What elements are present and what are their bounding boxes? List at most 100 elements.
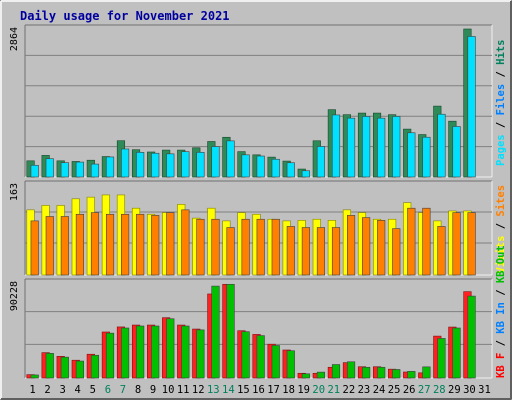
bar-bottom-kb-out-day-21	[331, 364, 341, 379]
bar-middle-sites-day-6	[105, 213, 115, 276]
bar-bottom-kb-out-day-3	[60, 356, 69, 379]
x-tick-label-day-9: 9	[150, 384, 156, 396]
bar-bottom-kb-out-day-25	[392, 369, 401, 379]
bar-bottom-kb-out-day-29	[452, 327, 461, 379]
bar-top-pages-day-13	[211, 146, 220, 178]
x-tick-label-day-5: 5	[90, 384, 96, 396]
bar-middle-sites-day-5	[90, 212, 100, 276]
bar-bottom-kb-out-day-15	[241, 331, 250, 379]
bar-top-pages-day-3	[60, 162, 69, 178]
x-tick-label-day-18: 18	[282, 384, 295, 396]
x-tick-label-day-19: 19	[297, 384, 310, 396]
bar-middle-sites-day-18	[286, 226, 295, 276]
bar-top-pages-day-23	[362, 116, 371, 178]
bar-top-pages-day-6	[105, 156, 115, 178]
bar-middle-sites-day-30	[467, 212, 476, 276]
bar-bottom-kb-out-day-4	[75, 360, 84, 379]
bar-top-pages-day-20	[316, 146, 326, 178]
bar-bottom-kb-out-day-19	[301, 373, 310, 379]
x-tick-label-day-31: 31	[478, 384, 491, 396]
bar-top-pages-day-14	[226, 140, 235, 178]
legend-item-pages: Pages	[495, 134, 507, 166]
bar-middle-sites-day-15	[241, 218, 250, 276]
x-tick-label-day-27: 27	[418, 384, 431, 396]
bar-top-pages-day-5	[90, 163, 100, 178]
bar-top-pages-day-29	[452, 126, 461, 178]
bar-bottom-kb-out-day-9	[151, 325, 160, 379]
bar-middle-sites-day-9	[151, 215, 160, 276]
x-tick-label-day-24: 24	[373, 384, 386, 396]
legend-item-visits: Visits	[495, 236, 507, 274]
bar-top-pages-day-10	[166, 153, 175, 178]
x-tick-label-day-16: 16	[252, 384, 265, 396]
bar-middle-sites-day-7	[121, 213, 130, 276]
bar-bottom-kb-out-day-7	[121, 327, 130, 379]
x-tick-label-day-26: 26	[403, 384, 416, 396]
bar-middle-sites-day-27	[422, 207, 431, 276]
bar-top-pages-day-9	[151, 152, 160, 178]
bar-middle-sites-day-12	[196, 218, 205, 276]
bar-bottom-kb-out-day-27	[422, 366, 431, 379]
x-tick-label-day-7: 7	[120, 384, 126, 396]
bar-top-pages-day-21	[331, 114, 341, 178]
bar-bottom-kb-out-day-20	[316, 371, 326, 379]
bar-bottom-kb-out-day-26	[407, 371, 416, 379]
bar-top-pages-day-18	[286, 162, 295, 178]
x-tick-label-day-6: 6	[105, 384, 111, 396]
x-tick-label-day-28: 28	[433, 384, 446, 396]
x-tick-label-day-17: 17	[267, 384, 280, 396]
bar-bottom-kb-out-day-11	[181, 325, 190, 379]
bar-bottom-kb-out-day-28	[437, 338, 446, 379]
legend-item-kb-f: KB F	[495, 353, 507, 378]
bar-top-pages-day-25	[392, 116, 401, 178]
legend-separator: /	[495, 65, 507, 84]
chart-panels: 2864 Pages / Files / Hits 163 Visits / Site…	[9, 24, 507, 379]
x-tick-label-day-12: 12	[192, 384, 205, 396]
panel-middle: 163 Visits / Sites	[9, 180, 507, 276]
legend-item-hits: Hits	[495, 40, 507, 65]
bar-top-pages-day-12	[196, 151, 205, 178]
bar-middle-sites-day-17	[271, 218, 280, 276]
panel-top-axis-max-label: 2864	[9, 27, 20, 51]
legend-item-sites: Sites	[495, 185, 507, 217]
bar-bottom-kb-out-day-1	[30, 374, 39, 379]
bar-bottom-kb-out-day-18	[286, 350, 295, 379]
bar-middle-sites-day-1	[30, 220, 39, 276]
x-tick-label-day-23: 23	[358, 384, 371, 396]
bar-top-pages-day-15	[241, 154, 250, 178]
bar-top-pages-day-7	[121, 148, 130, 178]
x-tick-label-day-22: 22	[343, 384, 356, 396]
bar-top-pages-day-26	[407, 132, 416, 178]
x-tick-label-day-3: 3	[59, 384, 65, 396]
bar-bottom-kb-out-day-14	[226, 283, 235, 379]
bar-middle-sites-day-24	[377, 220, 386, 276]
bar-middle-sites-day-26	[407, 207, 416, 276]
chart-title: Daily usage for November 2021	[20, 9, 230, 23]
bar-middle-sites-day-8	[136, 213, 145, 276]
panel-bottom-legend: KB F / KB In / KB Out	[495, 245, 507, 378]
bar-middle-sites-day-21	[331, 227, 341, 276]
bar-top-pages-day-28	[437, 113, 446, 178]
bar-top-pages-day-2	[45, 158, 54, 178]
bar-top-pages-day-30	[467, 36, 476, 178]
bar-middle-sites-day-23	[362, 217, 371, 276]
x-tick-label-day-29: 29	[448, 384, 461, 396]
bar-middle-sites-day-28	[437, 226, 446, 276]
bar-middle-sites-day-4	[75, 213, 84, 276]
legend-item-kb-in: KB In	[495, 302, 507, 334]
bar-bottom-kb-out-day-10	[166, 318, 175, 379]
x-tick-label-day-25: 25	[388, 384, 401, 396]
bar-middle-sites-day-14	[226, 227, 235, 276]
bar-top-pages-day-22	[347, 117, 356, 178]
bar-middle-sites-day-19	[301, 227, 310, 276]
bar-middle-sites-day-3	[60, 216, 69, 276]
bar-bottom-kb-out-day-22	[347, 361, 356, 379]
x-tick-label-day-10: 10	[162, 384, 175, 396]
legend-item-kb-out: KB Out	[495, 245, 507, 283]
panel-middle-legend: Visits / Sites	[495, 185, 507, 274]
x-tick-label-day-8: 8	[135, 384, 141, 396]
x-tick-label-day-4: 4	[75, 384, 81, 396]
bar-top-pages-day-27	[422, 136, 431, 178]
bar-middle-sites-day-10	[166, 212, 175, 276]
bar-top-pages-day-16	[256, 155, 265, 178]
